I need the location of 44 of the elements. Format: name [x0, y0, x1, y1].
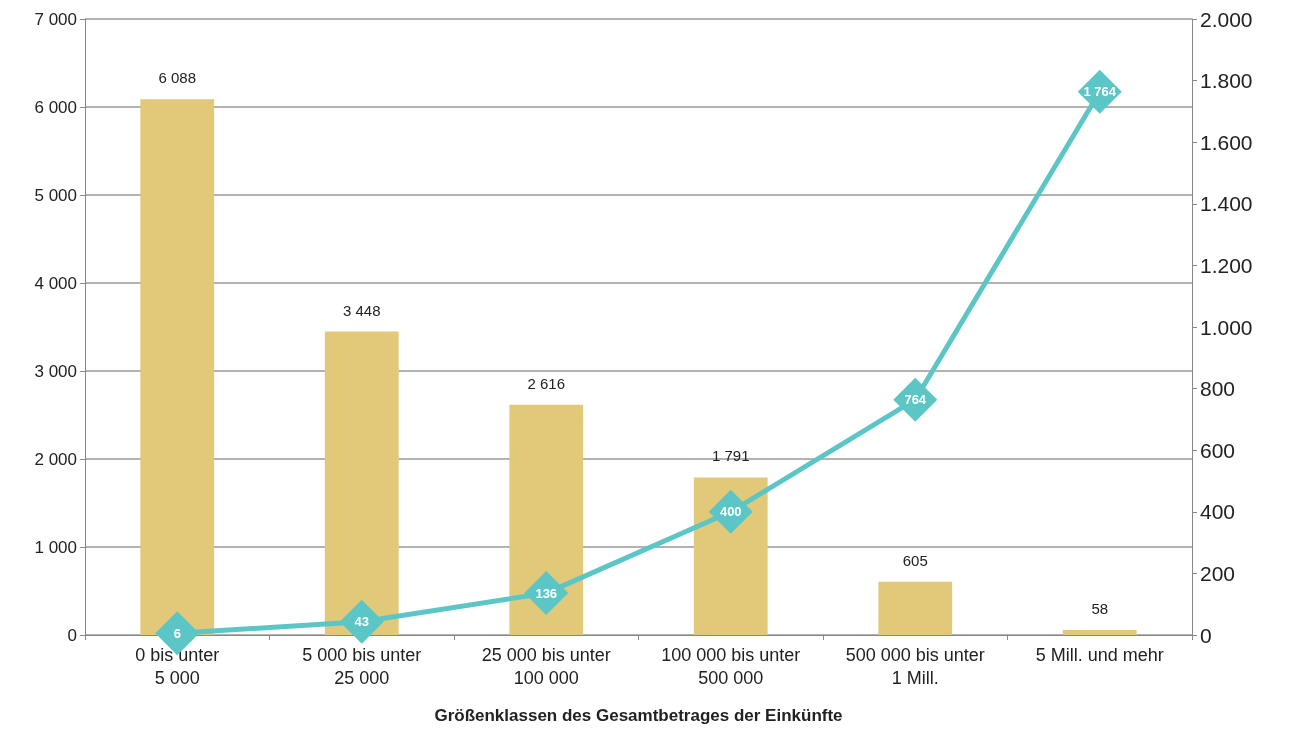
y2-tick-label: 1.400: [1200, 192, 1253, 216]
bar: [1062, 629, 1137, 635]
bar: [878, 581, 953, 635]
y-tick-label: 4 000: [34, 273, 77, 293]
x-tick-label: 100 000 bis unter 500 000: [661, 644, 801, 688]
y2-tick-label: 1.600: [1200, 130, 1253, 154]
x-tick-label: 25 000 bis unter 100 000: [481, 644, 611, 688]
y-tick-label: 0: [67, 625, 77, 645]
bar: [509, 404, 584, 635]
data-label: 136: [535, 585, 558, 601]
y2-tick-label: 2.000: [1200, 7, 1253, 31]
y-tick-label: 2 000: [34, 449, 77, 469]
x-tick-label: 5 000 bis unter 25 000: [302, 644, 422, 688]
y2-tick-label: 1.800: [1200, 69, 1253, 93]
y2-tick-label: 200: [1200, 561, 1236, 585]
data-label: 3 448: [342, 301, 381, 319]
y2-tick-label: 600: [1200, 438, 1236, 462]
data-label: 764: [904, 392, 927, 408]
y-tick-label: 5 000: [34, 185, 77, 205]
data-label: 6 088: [158, 69, 197, 87]
bar: [693, 477, 768, 635]
y2-tick-label: 1.200: [1200, 253, 1253, 277]
data-label: 605: [902, 551, 928, 569]
y-tick-label: 6 000: [34, 97, 77, 117]
y2-tick-label: 400: [1200, 500, 1236, 524]
data-label: 400: [719, 504, 742, 520]
data-label: 1 791: [711, 447, 750, 465]
y2-tick-label: 1.000: [1200, 315, 1253, 339]
x-tick-label: 500 000 bis unter 1 Mill.: [845, 644, 985, 688]
data-label: 43: [354, 614, 369, 630]
data-label: 58: [1091, 599, 1109, 617]
data-label: 6: [173, 625, 181, 641]
point: [339, 599, 384, 644]
y-tick-label: 3 000: [34, 361, 77, 381]
x-tick-label: 5 Mill. und mehr: [1035, 644, 1164, 665]
y2-tick-label: 0: [1200, 623, 1212, 647]
data-label: 2 616: [527, 374, 566, 392]
y2-tick-label: 800: [1200, 377, 1236, 401]
x-axis-title: Größenklassen des Gesamtbetrages der Einkünfte: [434, 706, 843, 725]
y-tick-label: 1 000: [34, 537, 77, 557]
y-tick-label: 7 000: [34, 9, 77, 29]
bar: [324, 331, 399, 635]
x-tick-label: 0 bis unter 5 000: [135, 644, 220, 688]
data-label: 1 764: [1083, 84, 1117, 100]
